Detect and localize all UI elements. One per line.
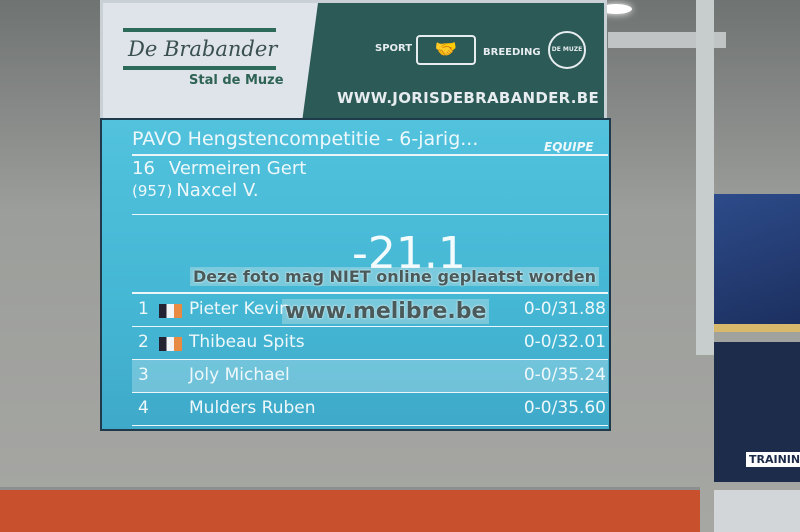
horse-name: Naxcel V. — [176, 180, 259, 201]
divider — [123, 66, 276, 70]
horse-number: (957) — [132, 182, 173, 200]
breeding-label: BREEDING — [483, 47, 541, 58]
result-row: 3 Joly Michael 0-0/35.24 — [132, 360, 608, 392]
arena-board — [0, 487, 700, 532]
rank: 3 — [138, 365, 149, 385]
rank: 2 — [138, 332, 149, 352]
rider-name: Pieter Kevin — [189, 299, 290, 319]
current-horse: (957) Naxcel V. — [132, 180, 259, 201]
current-rider: 16 Vermeiren Gert — [132, 158, 320, 179]
result-row: 2 Thibeau Spits 0-0/32.01 — [132, 327, 608, 359]
brand-subtitle: Stal de Muze — [189, 73, 284, 88]
result-row: 4 Mulders Ruben 0-0/35.60 — [132, 393, 608, 425]
training-label: TRAININ — [746, 452, 800, 467]
ribbon-seal-icon: DE MUZE — [548, 31, 586, 69]
score: 0-0/31.88 — [523, 299, 606, 319]
pillar — [696, 0, 714, 355]
rider-name: Mulders Ruben — [189, 398, 316, 418]
divider — [132, 214, 608, 215]
banner-website: WWW.JORISDEBRABANDER.BE — [337, 89, 600, 107]
flag-icon — [159, 304, 182, 318]
divider — [132, 392, 608, 393]
rank: 4 — [138, 398, 149, 418]
divider — [132, 425, 608, 426]
ceiling-light — [600, 4, 632, 14]
sponsor-banner: De Brabander Stal de Muze SPORT 🤝 BREEDI… — [100, 0, 607, 128]
divider — [132, 359, 608, 360]
start-number: 16 — [132, 158, 155, 179]
horse-poster — [714, 194, 800, 332]
divider — [132, 154, 608, 156]
handshake-icon: 🤝 — [416, 35, 476, 65]
rider-name: Thibeau Spits — [189, 332, 305, 352]
timer: -21.1 — [352, 228, 466, 279]
rider-name: Joly Michael — [189, 365, 290, 385]
rider-name: Vermeiren Gert — [168, 158, 307, 179]
brand-name: De Brabander — [128, 37, 278, 61]
divider — [132, 292, 608, 294]
score: 0-0/35.24 — [523, 365, 606, 385]
watermark-text: Deze foto mag NIET online geplaatst word… — [190, 267, 600, 286]
score: 0-0/32.01 — [523, 332, 606, 352]
scoreboard: PAVO Hengstencompetitie - 6-jarig... EQU… — [100, 118, 611, 431]
sport-label: SPORT — [375, 43, 413, 54]
result-row: 1 Pieter Kevin 0-0/31.88 — [132, 294, 608, 326]
watermark-url: www.melibre.be — [282, 299, 490, 324]
divider — [123, 28, 276, 32]
rank: 1 — [138, 299, 149, 319]
divider — [132, 326, 608, 327]
competition-title: PAVO Hengstencompetitie - 6-jarig... — [132, 128, 479, 150]
horse-logo-poster — [714, 490, 800, 532]
score: 0-0/35.60 — [523, 398, 606, 418]
flag-icon — [159, 337, 182, 351]
equipe-logo: EQUIPE — [544, 140, 594, 154]
banner-white-panel — [103, 3, 318, 125]
